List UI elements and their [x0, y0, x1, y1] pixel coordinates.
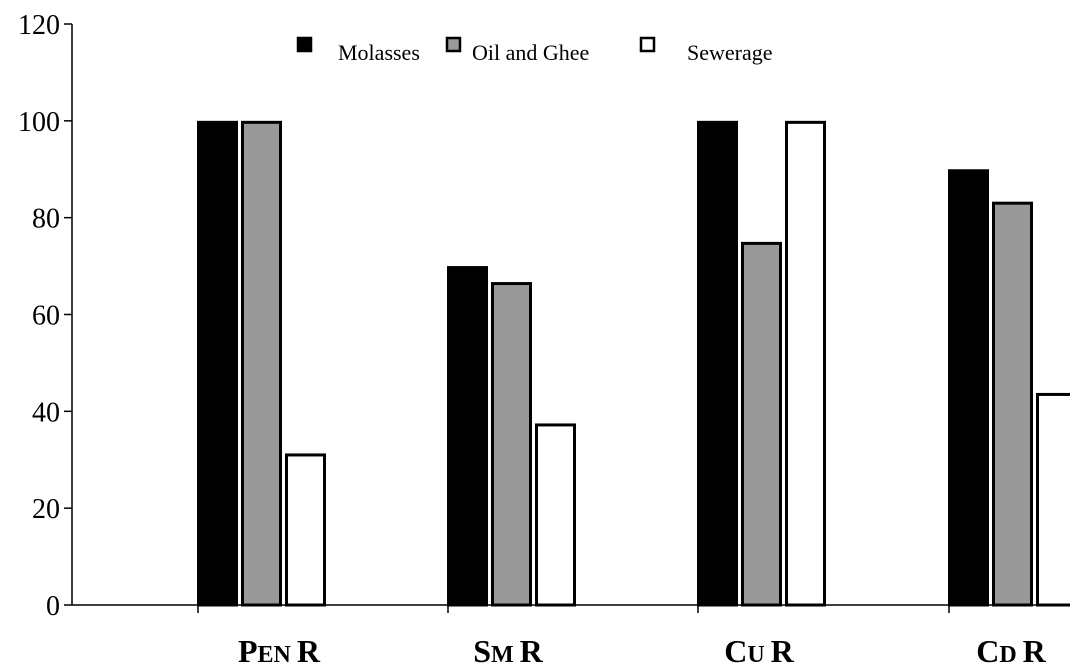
bar-sewerage	[535, 423, 576, 607]
tick-labels: 0 20 40 60 80 100 120	[18, 10, 60, 622]
bar-oil-and-ghee	[241, 120, 282, 607]
bar-molasses	[697, 120, 738, 607]
y-tick-label: 20	[32, 494, 60, 525]
category-label: SM R	[473, 633, 543, 667]
bar-oil-and-ghee	[741, 241, 782, 607]
y-tick-label: 80	[32, 204, 60, 235]
legend-swatch	[445, 36, 462, 53]
bars	[197, 120, 1070, 607]
legend-label: Oil and Ghee	[472, 40, 589, 65]
bar-oil-and-ghee	[992, 201, 1033, 607]
legend-label: Molasses	[338, 40, 420, 65]
bar-sewerage	[285, 453, 326, 607]
y-tick-label: 60	[32, 301, 60, 332]
category-label: PEN R	[238, 633, 321, 667]
legend-swatch	[296, 36, 313, 53]
legend-swatch	[639, 36, 656, 53]
y-tick-label: 100	[18, 107, 60, 138]
category-label: CU R	[724, 633, 794, 667]
legend-label: Sewerage	[687, 40, 773, 65]
bar-molasses	[948, 169, 989, 607]
legend: Molasses Oil and Ghee Sewerage	[296, 36, 773, 65]
bar-molasses	[197, 120, 238, 607]
bar-molasses	[447, 266, 488, 607]
bar-sewerage	[1036, 392, 1070, 607]
bar-sewerage	[785, 120, 826, 607]
category-labels: PEN R SM R CU R CD R	[238, 633, 1047, 667]
bar-oil-and-ghee	[491, 282, 532, 607]
category-label: CD R	[976, 633, 1046, 667]
y-tick-label: 40	[32, 397, 60, 428]
y-tick-label: 120	[18, 10, 60, 41]
y-tick-label: 0	[46, 591, 60, 622]
